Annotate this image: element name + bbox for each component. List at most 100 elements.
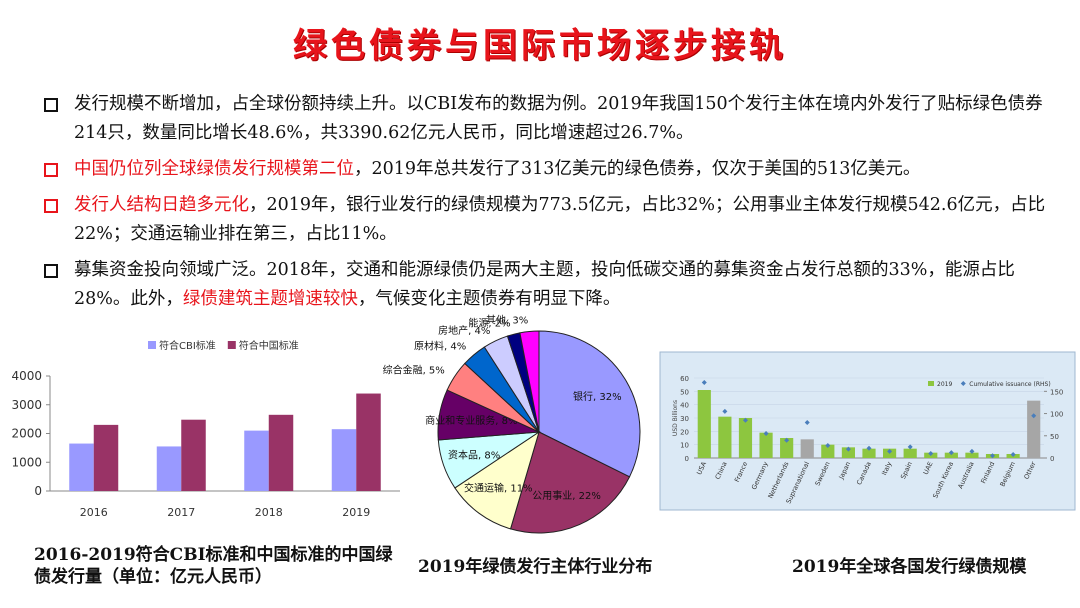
y2-tick-label: 150 <box>1050 388 1063 396</box>
bar <box>156 446 182 491</box>
bar <box>181 419 206 491</box>
data-label: 房地产, 4% <box>438 324 490 337</box>
bar <box>759 432 773 458</box>
caption: 2016-2019符合CBI标准和中国标准的中国绿债发行量（单位：亿元人民币） <box>34 545 393 587</box>
bullet-marker <box>44 264 58 278</box>
bar <box>718 416 732 458</box>
pie-slice <box>519 330 540 433</box>
point <box>887 448 893 454</box>
data-label: 能源, 2% <box>468 317 510 330</box>
x-tick-label: 2017 <box>167 506 195 519</box>
point <box>907 444 913 450</box>
data-label: 交通运输, 11% <box>464 481 533 494</box>
y-tick-label: 10 <box>680 442 689 450</box>
bar <box>944 452 958 458</box>
data-label: 公用事业, 22% <box>532 489 601 502</box>
point <box>948 450 954 456</box>
y-tick-label: 2000 <box>11 427 42 441</box>
y-tick-label: 50 <box>680 388 689 396</box>
bullet: 募集资金投向领域广泛。2018年，交通和能源绿债仍是两大主题，投向低碳交通的募集… <box>44 256 1054 314</box>
y2-tick-label: 100 <box>1050 411 1063 419</box>
bullet-text: 发行人结构日趋多元化 <box>74 195 249 215</box>
point <box>804 419 810 425</box>
legend-label: 符合CBI标准 <box>159 339 216 352</box>
bar <box>1027 400 1041 458</box>
legend-swatch <box>928 381 934 386</box>
point <box>784 437 790 443</box>
bar <box>821 444 835 458</box>
data-label: 银行, 32% <box>573 390 622 403</box>
bullet-list: 发行规模不断增加，占全球份额持续上升。以CBI发布的数据为例。2019年我国15… <box>44 90 1054 321</box>
y-tick-label: 40 <box>680 402 689 410</box>
legend-label: Cumulative issuance (RHS) <box>969 381 1050 388</box>
point <box>742 417 748 423</box>
bullet-marker <box>44 98 58 112</box>
legend-label: 符合中国标准 <box>239 339 299 352</box>
x-tick-label: 2019 <box>342 506 370 519</box>
caption: 2019年绿债发行主体行业分布 <box>418 557 653 577</box>
bullet-marker <box>44 163 58 177</box>
data-label: 综合金融, 5% <box>383 363 445 376</box>
bar <box>244 430 269 491</box>
bullet: 发行规模不断增加，占全球份额持续上升。以CBI发布的数据为例。2019年我国15… <box>44 90 1054 148</box>
bullet-text: ，气候变化主题债券有明显下降。 <box>357 289 621 309</box>
bar <box>780 438 794 458</box>
point <box>763 431 769 437</box>
data-label: 其他, 3% <box>486 313 528 326</box>
bullet-text: 发行规模不断增加，占全球份额持续上升。以CBI发布的数据为例。2019年我国15… <box>74 94 1043 143</box>
bullet: 中国仍位列全球绿债发行规模第二位，2019年总共发行了313亿美元的绿色债券，仅… <box>44 155 1054 184</box>
y-axis-label: USD Billions <box>672 400 679 436</box>
y-tick-label: 3000 <box>11 398 42 412</box>
point <box>722 408 728 414</box>
bar <box>862 448 876 458</box>
pie-slice <box>538 330 641 478</box>
bullet: 发行人结构日趋多元化，2019年，银行业发行的绿债规模为773.5亿元，占比32… <box>44 191 1054 249</box>
bar <box>903 448 917 458</box>
legend-label: 2019 <box>937 381 952 388</box>
bar <box>268 414 294 491</box>
bullet-text: 中国仍位列全球绿债发行规模第二位 <box>74 159 354 179</box>
legend-swatch <box>148 341 156 349</box>
y-tick-label: 1000 <box>11 455 42 469</box>
data-label: 商业和专业服务, 8% <box>425 414 517 427</box>
legend-swatch <box>227 341 236 349</box>
point <box>701 379 707 385</box>
point <box>990 453 996 459</box>
bullet-marker <box>44 199 58 213</box>
bar <box>738 418 753 458</box>
point <box>845 446 851 452</box>
x-tick-label: 2016 <box>80 506 108 519</box>
y-tick-label: 60 <box>680 375 689 383</box>
pie-slice <box>454 430 540 530</box>
bar <box>93 424 119 491</box>
y-tick-label: 0 <box>685 455 689 463</box>
bullet-text: 募集资金投向领域广泛。2018年，交通和能源绿债仍是两大主题，投向低碳交通的募集… <box>74 260 1015 309</box>
bar <box>356 393 381 491</box>
pie-slice <box>509 431 631 534</box>
point <box>866 445 872 451</box>
point <box>1031 413 1037 419</box>
bar <box>841 447 855 458</box>
data-label: 资本品, 8% <box>448 448 500 461</box>
bar <box>331 429 357 491</box>
y2-tick-label: 0 <box>1050 455 1054 463</box>
y-tick-label: 4000 <box>11 369 42 383</box>
point <box>928 451 934 457</box>
data-label: 原材料, 4% <box>414 339 466 352</box>
y-tick-label: 30 <box>680 415 689 423</box>
y2-tick-label: 50 <box>1050 433 1059 441</box>
bullet-text: 绿债建筑主题增速较快 <box>182 289 358 309</box>
caption: 2019年全球各国发行绿债规模 <box>792 557 1027 577</box>
bar <box>697 390 711 458</box>
y-tick-label: 20 <box>680 428 689 436</box>
bullet-text: ，2019年，银行业发行的绿债规模为773.5亿元，占比32%；公用事业主体发行… <box>74 195 1046 244</box>
point <box>969 448 975 454</box>
point <box>1010 451 1016 457</box>
slide-title: 绿色债券与国际市场逐步接轨 <box>293 26 787 66</box>
point <box>825 443 831 449</box>
y-tick-label: 0 <box>34 484 42 498</box>
x-tick-label: 2018 <box>255 506 283 519</box>
legend-swatch <box>960 381 966 386</box>
